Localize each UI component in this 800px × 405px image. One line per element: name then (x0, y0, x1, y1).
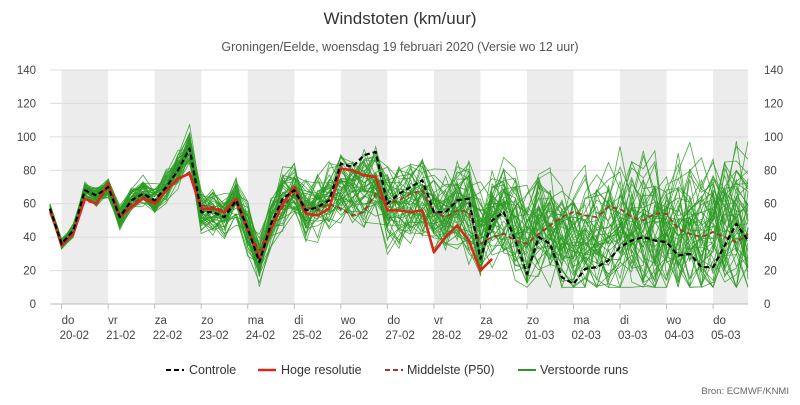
x-tick-date-label: 21-02 (106, 330, 135, 342)
series-line-controle (48, 147, 749, 285)
main-series-lines (48, 147, 749, 285)
x-tick-date-label: 27-02 (385, 330, 414, 342)
x-tick-date-label: 28-02 (432, 330, 461, 342)
ensemble-run-line (49, 146, 749, 263)
legend: Controle Hoge resolutie Middelste (P50) … (166, 363, 628, 377)
axes: 0 0 20 20 40 40 60 60 80 80 100 100 120 120 140 140 do 20… (17, 65, 783, 342)
ensemble-run-line (49, 146, 749, 289)
x-tick-date-label: 26-02 (339, 330, 368, 342)
x-tick-date-label: 01-03 (525, 330, 554, 342)
y-tick-label-right: 80 (764, 165, 777, 177)
x-tick-date-label: 05-03 (711, 330, 740, 342)
x-tick-day-label: za (480, 315, 493, 327)
ensemble-run-line (49, 140, 749, 288)
y-tick-label-right: 140 (764, 65, 783, 77)
x-tick-day-label: di (294, 315, 303, 327)
x-tick-day-label: ma (574, 315, 591, 327)
x-tick-day-label: za (155, 315, 168, 327)
ensemble-run-line (49, 140, 749, 280)
x-tick-date-label: 02-03 (572, 330, 601, 342)
x-tick-date-label: 03-03 (618, 330, 647, 342)
ensemble-run-line (49, 141, 749, 282)
legend-item-controle[interactable]: Controle (166, 363, 236, 377)
ensemble-run-line (49, 138, 749, 287)
x-tick-day-label: do (387, 315, 400, 327)
chart-subtitle: Groningen/Eelde, woensdag 19 februari 20… (221, 40, 578, 54)
y-tick-label-left: 20 (23, 266, 36, 278)
ensemble-run-line (49, 136, 749, 289)
x-tick-day-label: zo (201, 315, 213, 327)
y-tick-label-left: 0 (30, 299, 36, 311)
x-tick-date-label: 24-02 (246, 330, 275, 342)
ensemble-run-line (49, 142, 749, 287)
y-tick-label-right: 60 (764, 199, 777, 211)
chart-title: Windstoten (km/uur) (323, 9, 476, 28)
ensemble-run-line (49, 137, 749, 288)
x-tick-day-label: do (62, 315, 75, 327)
y-tick-label-left: 100 (17, 132, 36, 144)
y-tick-label-right: 0 (764, 299, 770, 311)
x-tick-day-label: wo (340, 315, 356, 327)
x-tick-day-label: wo (666, 315, 682, 327)
y-tick-label-left: 60 (23, 199, 36, 211)
x-tick-date-label: 04-03 (665, 330, 694, 342)
x-tick-day-label: zo (527, 315, 539, 327)
y-tick-label-left: 120 (17, 98, 36, 110)
ensemble-run-line (49, 141, 749, 288)
source-label: Bron: ECMWF/KNMI (701, 386, 789, 397)
x-tick-day-label: vr (108, 315, 118, 327)
legend-item-hoge-resolutie[interactable]: Hoge resolutie (258, 363, 362, 377)
y-tick-label-right: 100 (764, 132, 783, 144)
y-tick-label-right: 20 (764, 266, 777, 278)
y-tick-label-left: 40 (23, 232, 36, 244)
legend-label-controle: Controle (189, 363, 236, 377)
x-tick-date-label: 22-02 (153, 330, 182, 342)
x-tick-date-label: 20-02 (60, 330, 89, 342)
y-tick-label-right: 120 (764, 98, 783, 110)
x-tick-day-label: vr (434, 315, 444, 327)
series-line-hoge-resolutie (48, 167, 494, 272)
y-tick-label-left: 80 (23, 165, 36, 177)
legend-label-middelste: Middelste (P50) (407, 363, 495, 377)
x-tick-day-label: ma (248, 315, 265, 327)
legend-label-verstoorde-runs: Verstoorde runs (540, 363, 628, 377)
ensemble-run-line (49, 145, 749, 276)
y-tick-label-left: 140 (17, 65, 36, 77)
ensemble-run-line (49, 159, 749, 275)
x-tick-date-label: 25-02 (292, 330, 321, 342)
legend-item-middelste[interactable]: Middelste (P50) (385, 363, 495, 377)
y-tick-label-right: 40 (764, 232, 777, 244)
ensemble-run-line (49, 135, 749, 288)
legend-item-verstoorde-runs[interactable]: Verstoorde runs (518, 363, 628, 377)
x-tick-day-label: di (620, 315, 629, 327)
x-tick-day-label: do (713, 315, 726, 327)
x-tick-date-label: 29-02 (478, 330, 507, 342)
x-tick-date-label: 23-02 (199, 330, 228, 342)
legend-label-hoge-resolutie: Hoge resolutie (281, 363, 362, 377)
